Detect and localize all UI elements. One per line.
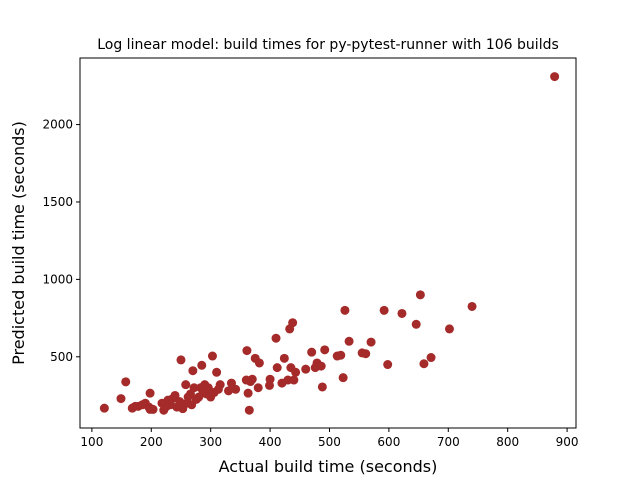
data-point-73	[317, 382, 327, 392]
y-tick-label: 1500	[42, 195, 73, 209]
data-point-88	[419, 359, 429, 369]
data-point-28	[188, 366, 198, 376]
data-point-79	[344, 336, 354, 346]
data-point-91	[467, 301, 477, 311]
data-point-78	[340, 305, 350, 315]
data-point-43	[215, 380, 225, 390]
data-point-46	[231, 384, 241, 394]
data-point-41	[212, 367, 222, 377]
data-point-76	[336, 350, 346, 360]
data-point-89	[426, 353, 436, 363]
data-point-59	[272, 363, 282, 373]
data-point-72	[316, 361, 326, 371]
chart-title: Log linear model: build times for py-pyt…	[97, 37, 559, 53]
y-tick-label: 1000	[42, 272, 73, 286]
data-point-39	[207, 351, 217, 361]
data-point-92	[550, 72, 560, 82]
y-tick-label: 2000	[42, 118, 73, 132]
data-point-20	[175, 397, 185, 407]
data-point-23	[181, 380, 191, 390]
x-tick-label: 300	[199, 435, 222, 449]
data-point-2	[121, 377, 131, 387]
data-point-44	[224, 386, 234, 396]
y-tick-label: 500	[50, 350, 73, 364]
x-tick-label: 500	[318, 435, 341, 449]
data-point-74	[320, 345, 330, 355]
x-axis: 100 200 300 400 500 600 700 800 900	[80, 428, 579, 449]
data-point-84	[383, 360, 393, 370]
data-point-49	[243, 388, 253, 398]
data-point-18	[170, 390, 180, 400]
data-point-29	[189, 383, 199, 393]
data-point-83	[379, 305, 389, 315]
data-point-86	[411, 319, 421, 329]
x-tick-label: 200	[140, 435, 163, 449]
x-axis-label: Actual build time (seconds)	[219, 457, 438, 476]
y-axis: 500 1000 1500 2000	[42, 118, 80, 364]
plot-frame	[79, 57, 577, 429]
x-tick-label: 400	[259, 435, 282, 449]
x-tick-label: 700	[437, 435, 460, 449]
data-point-68	[301, 364, 311, 374]
data-point-11	[148, 404, 158, 414]
data-point-1	[116, 394, 126, 404]
data-point-69	[307, 347, 317, 357]
data-point-33	[197, 360, 207, 370]
data-point-90	[444, 324, 454, 334]
data-point-67	[291, 367, 301, 377]
data-point-61	[279, 353, 289, 363]
data-point-81	[361, 349, 371, 359]
data-point-66	[289, 375, 299, 385]
data-point-77	[338, 373, 348, 383]
data-point-65	[288, 318, 298, 328]
data-point-52	[247, 374, 257, 384]
data-point-10	[145, 388, 155, 398]
x-tick-label: 600	[377, 435, 400, 449]
data-point-87	[415, 290, 425, 300]
data-point-55	[254, 358, 264, 368]
data-point-0	[99, 403, 109, 413]
data-point-48	[242, 346, 252, 356]
data-point-50	[244, 405, 254, 415]
data-point-54	[253, 383, 263, 393]
data-point-57	[265, 374, 275, 384]
plot-area	[99, 72, 560, 415]
x-tick-label: 800	[496, 435, 519, 449]
x-tick-label: 100	[80, 435, 103, 449]
data-point-58	[271, 333, 281, 343]
data-point-82	[366, 337, 376, 347]
data-point-21	[176, 355, 186, 365]
y-axis-label: Predicted build time (seconds)	[9, 121, 28, 365]
x-tick-label: 900	[556, 435, 579, 449]
data-point-85	[397, 308, 407, 318]
